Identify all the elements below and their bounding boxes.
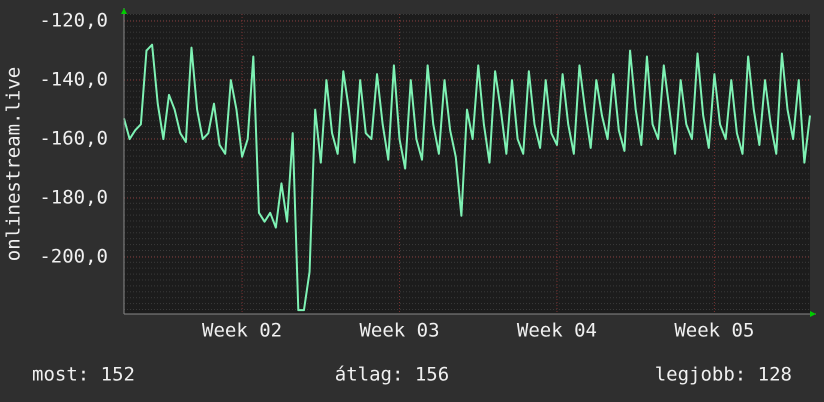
x-tick-label: Week 05 [674,320,754,342]
stat-average: átlag: 156 [335,364,449,386]
y-tick-label: -120,0 [39,10,108,32]
minor-grid [124,14,810,314]
y-axis-label: onlinestream.live [3,67,25,261]
y-tick-label: -140,0 [39,69,108,91]
y-tick-label: -180,0 [39,187,108,209]
y-arrow [121,8,127,14]
x-tick-label: Week 03 [359,320,439,342]
y-tick-label: -200,0 [39,246,108,268]
x-tick-label: Week 04 [517,320,597,342]
data-line [123,43,811,312]
y-tick-label: -160,0 [39,128,108,150]
x-arrow [810,311,816,317]
stat-best: legjobb: 128 [655,364,792,386]
x-tick-label: Week 02 [202,320,282,342]
stat-current: most: 152 [32,364,135,386]
